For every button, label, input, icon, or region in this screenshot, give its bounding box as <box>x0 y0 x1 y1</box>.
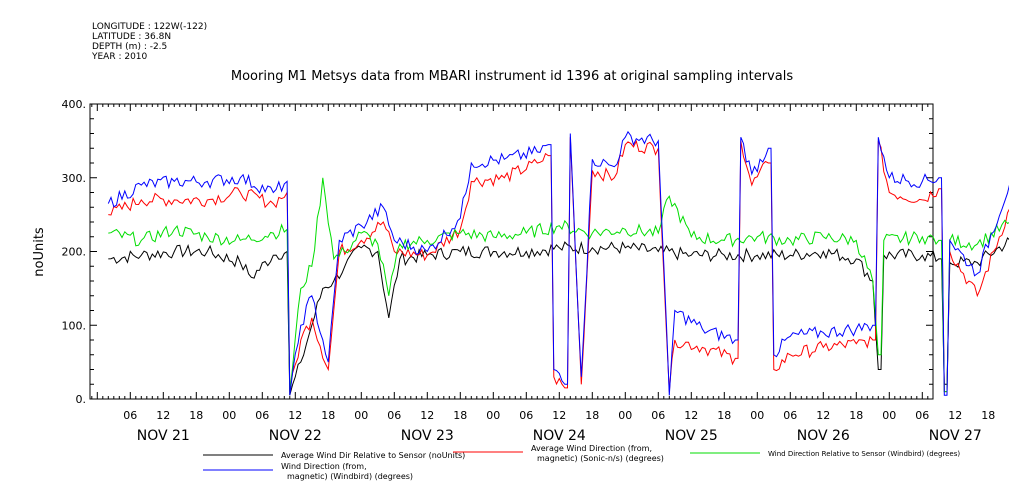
longitude-label: LONGITUDE : 122W(-122) <box>92 22 208 32</box>
legend-label: magnetic) (Windbird) (degrees) <box>287 472 413 481</box>
x-hour-label: 12 <box>420 409 434 422</box>
x-hour-label: 12 <box>684 409 698 422</box>
series-line-2 <box>108 177 1009 393</box>
x-hour-label: 12 <box>552 409 566 422</box>
y-tick-label: 0. <box>76 393 87 406</box>
series-line-0 <box>108 237 1009 396</box>
series-line-3 <box>107 130 1009 396</box>
x-hour-label: 00 <box>750 409 764 422</box>
x-hour-label: 00 <box>354 409 368 422</box>
legend-label: Average Wind Direction (from, <box>531 444 652 453</box>
x-hour-label: 06 <box>387 409 401 422</box>
x-hour-label: 00 <box>222 409 236 422</box>
depth-label: DEPTH (m) : -2.5 <box>92 42 168 52</box>
x-hour-label: 12 <box>288 409 302 422</box>
series-lines <box>107 130 1009 396</box>
x-hour-label: 00 <box>618 409 632 422</box>
x-hour-label: 18 <box>849 409 863 422</box>
x-hour-label: 06 <box>255 409 269 422</box>
y-axis-label: noUnits <box>32 227 47 277</box>
x-day-label: NOV 27 <box>929 428 982 444</box>
x-hour-label: 00 <box>882 409 896 422</box>
x-day-label: NOV 23 <box>401 428 454 444</box>
legend-label: magnetic) (Sonic-n/s) (degrees) <box>537 454 664 463</box>
chart-title: Mooring M1 Metsys data from MBARI instru… <box>231 69 793 84</box>
x-hour-label: 06 <box>651 409 665 422</box>
plot-frame <box>89 103 934 400</box>
x-hour-label: 18 <box>585 409 599 422</box>
y-tick-label: 300. <box>62 172 87 185</box>
x-day-label: NOV 22 <box>269 428 322 444</box>
legend: Average Wind Dir Relative to Sensor (noU… <box>203 444 960 481</box>
x-hour-label: 18 <box>189 409 203 422</box>
x-hour-label: 12 <box>948 409 962 422</box>
legend-label: Wind Direction Relative to Sensor (Windb… <box>768 450 960 458</box>
y-tick-label: 100. <box>62 319 87 332</box>
x-day-label: NOV 21 <box>137 428 190 444</box>
year-label: YEAR : 2010 <box>92 52 148 62</box>
legend-label: Average Wind Dir Relative to Sensor (noU… <box>281 451 465 460</box>
latitude-label: LATITUDE : 36.8N <box>92 32 172 42</box>
x-day-label: NOV 26 <box>797 428 850 444</box>
x-hour-label: 06 <box>915 409 929 422</box>
x-hour-label: 18 <box>981 409 995 422</box>
axis-ticks: 0. 100. 200. 300. 400. 06 12 18 00 06 12 18 00 06 12 18… <box>62 98 996 444</box>
x-hour-label: 06 <box>123 409 137 422</box>
x-hour-label: 18 <box>321 409 335 422</box>
x-hour-label: 06 <box>519 409 533 422</box>
x-hour-label: 00 <box>486 409 500 422</box>
x-day-label: NOV 25 <box>665 428 718 444</box>
y-tick-label: 200. <box>62 246 87 259</box>
x-hour-label: 12 <box>156 409 170 422</box>
x-hour-label: 12 <box>816 409 830 422</box>
x-hour-label: 06 <box>783 409 797 422</box>
x-hour-label: 18 <box>453 409 467 422</box>
x-day-label: NOV 24 <box>533 428 586 444</box>
y-tick-label: 400. <box>62 98 87 111</box>
x-hour-label: 18 <box>717 409 731 422</box>
legend-label: Wind Direction (from, <box>281 462 367 471</box>
